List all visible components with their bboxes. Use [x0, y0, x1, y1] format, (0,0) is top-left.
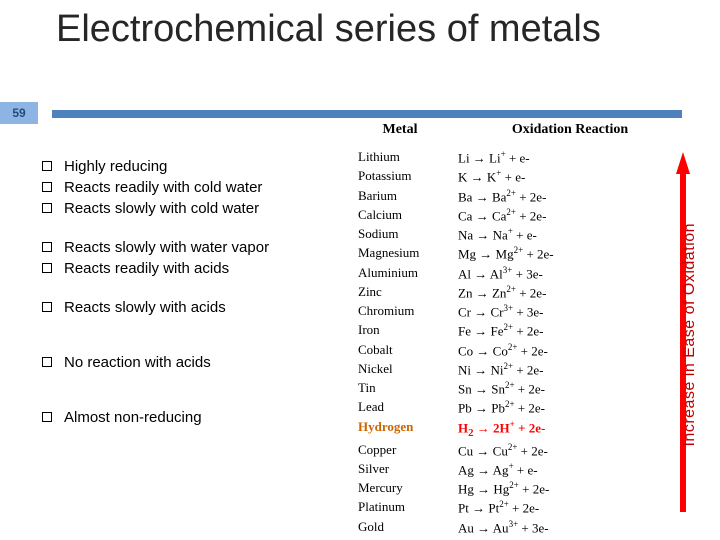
oxidation-reaction: Co → Co2+ + 2e-	[458, 341, 628, 360]
bullet-icon	[42, 161, 52, 171]
bullet-text: Highly reducing	[64, 158, 167, 175]
metal-name: Potassium	[358, 167, 458, 186]
table-row: BariumBa → Ba2+ + 2e-	[358, 187, 628, 206]
bullet-item: Reacts readily with acids	[42, 260, 332, 277]
table-row: PotassiumK → K+ + e-	[358, 167, 628, 186]
table-headers: Metal Oxidation Reaction	[330, 122, 690, 138]
bullet-item: Almost non-reducing	[42, 409, 332, 426]
oxidation-reaction: Hg → Hg2+ + 2e-	[458, 479, 628, 498]
bullet-icon	[42, 412, 52, 422]
bullet-text: Reacts slowly with acids	[64, 299, 226, 316]
table-row: GoldAu → Au3+ + 3e-	[358, 518, 628, 537]
oxidation-reaction: Mg → Mg2+ + 2e-	[458, 244, 628, 263]
bullet-icon	[42, 263, 52, 273]
oxidation-reaction: Zn → Zn2+ + 2e-	[458, 283, 628, 302]
oxidation-reaction: Ba → Ba2+ + 2e-	[458, 187, 628, 206]
table-row: CopperCu → Cu2+ + 2e-	[358, 441, 628, 460]
table-row: ZincZn → Zn2+ + 2e-	[358, 283, 628, 302]
metal-name: Iron	[358, 321, 458, 340]
oxidation-reaction: Cu → Cu2+ + 2e-	[458, 441, 628, 460]
oxidation-arrow-label-wrap: Increase in Ease of Oxidation	[666, 150, 714, 520]
bullet-item: No reaction with acids	[42, 354, 332, 371]
oxidation-reaction: H2 → 2H+ + 2e-	[458, 418, 628, 441]
table-row: AluminiumAl → Al3+ + 3e-	[358, 264, 628, 283]
table-row: SodiumNa → Na+ + e-	[358, 225, 628, 244]
metal-name: Chromium	[358, 302, 458, 321]
oxidation-reaction: Na → Na+ + e-	[458, 225, 628, 244]
bullet-item: Reacts slowly with cold water	[42, 200, 332, 217]
metal-name: Platinum	[358, 498, 458, 517]
oxidation-reaction: Ca → Ca2+ + 2e-	[458, 206, 628, 225]
oxidation-reaction: Al → Al3+ + 3e-	[458, 264, 628, 283]
metal-name: Zinc	[358, 283, 458, 302]
metal-name: Calcium	[358, 206, 458, 225]
bullet-text: No reaction with acids	[64, 354, 211, 371]
oxidation-arrow-label: Increase in Ease of Oxidation	[681, 223, 699, 447]
bullet-item: Reacts readily with cold water	[42, 179, 332, 196]
table-row: LithiumLi → Li+ + e-	[358, 148, 628, 167]
table-row: NickelNi → Ni2+ + 2e-	[358, 360, 628, 379]
oxidation-reaction: Ni → Ni2+ + 2e-	[458, 360, 628, 379]
bullet-text: Reacts readily with acids	[64, 260, 229, 277]
header-metal: Metal	[330, 122, 470, 138]
header-reaction: Oxidation Reaction	[470, 122, 670, 138]
bullet-icon	[42, 357, 52, 367]
metal-name: Sodium	[358, 225, 458, 244]
bullet-icon	[42, 182, 52, 192]
oxidation-reaction: Pb → Pb2+ + 2e-	[458, 398, 628, 417]
bullet-item: Reacts slowly with water vapor	[42, 239, 332, 256]
table-row: HydrogenH2 → 2H+ + 2e-	[358, 418, 628, 441]
bullet-item: Highly reducing	[42, 158, 332, 175]
table-row: MercuryHg → Hg2+ + 2e-	[358, 479, 628, 498]
table-row: PlatinumPt → Pt2+ + 2e-	[358, 498, 628, 517]
table-row: TinSn → Sn2+ + 2e-	[358, 379, 628, 398]
bullet-list: Highly reducing Reacts readily with cold …	[42, 158, 332, 430]
bullet-icon	[42, 302, 52, 312]
oxidation-reaction: Pt → Pt2+ + 2e-	[458, 498, 628, 517]
metal-name: Lead	[358, 398, 458, 417]
metal-name: Mercury	[358, 479, 458, 498]
metal-name: Hydrogen	[358, 418, 458, 441]
oxidation-reaction: Sn → Sn2+ + 2e-	[458, 379, 628, 398]
oxidation-reaction: Li → Li+ + e-	[458, 148, 628, 167]
bullet-text: Reacts slowly with water vapor	[64, 239, 269, 256]
table-row: CalciumCa → Ca2+ + 2e-	[358, 206, 628, 225]
metal-name: Silver	[358, 460, 458, 479]
table-row: LeadPb → Pb2+ + 2e-	[358, 398, 628, 417]
bullet-text: Almost non-reducing	[64, 409, 202, 426]
page-title: Electrochemical series of metals	[56, 8, 601, 52]
oxidation-reaction: Ag → Ag+ + e-	[458, 460, 628, 479]
bullet-icon	[42, 203, 52, 213]
metal-name: Copper	[358, 441, 458, 460]
table-row: MagnesiumMg → Mg2+ + 2e-	[358, 244, 628, 263]
table-row: IronFe → Fe2+ + 2e-	[358, 321, 628, 340]
oxidation-reaction: Fe → Fe2+ + 2e-	[458, 321, 628, 340]
metal-name: Cobalt	[358, 341, 458, 360]
metals-table: LithiumLi → Li+ + e-PotassiumK → K+ + e-…	[358, 148, 628, 537]
oxidation-reaction: Cr → Cr3+ + 3e-	[458, 302, 628, 321]
metal-name: Lithium	[358, 148, 458, 167]
metal-name: Nickel	[358, 360, 458, 379]
bullet-text: Reacts slowly with cold water	[64, 200, 259, 217]
metal-name: Gold	[358, 518, 458, 537]
table-row: CobaltCo → Co2+ + 2e-	[358, 341, 628, 360]
title-underline	[52, 110, 682, 118]
bullet-text: Reacts readily with cold water	[64, 179, 262, 196]
oxidation-reaction: Au → Au3+ + 3e-	[458, 518, 628, 537]
bullet-icon	[42, 242, 52, 252]
slide-number: 59	[0, 102, 38, 124]
table-row: SilverAg → Ag+ + e-	[358, 460, 628, 479]
metal-name: Barium	[358, 187, 458, 206]
metal-name: Tin	[358, 379, 458, 398]
metal-name: Aluminium	[358, 264, 458, 283]
table-row: ChromiumCr → Cr3+ + 3e-	[358, 302, 628, 321]
oxidation-reaction: K → K+ + e-	[458, 167, 628, 186]
bullet-item: Reacts slowly with acids	[42, 299, 332, 316]
metal-name: Magnesium	[358, 244, 458, 263]
